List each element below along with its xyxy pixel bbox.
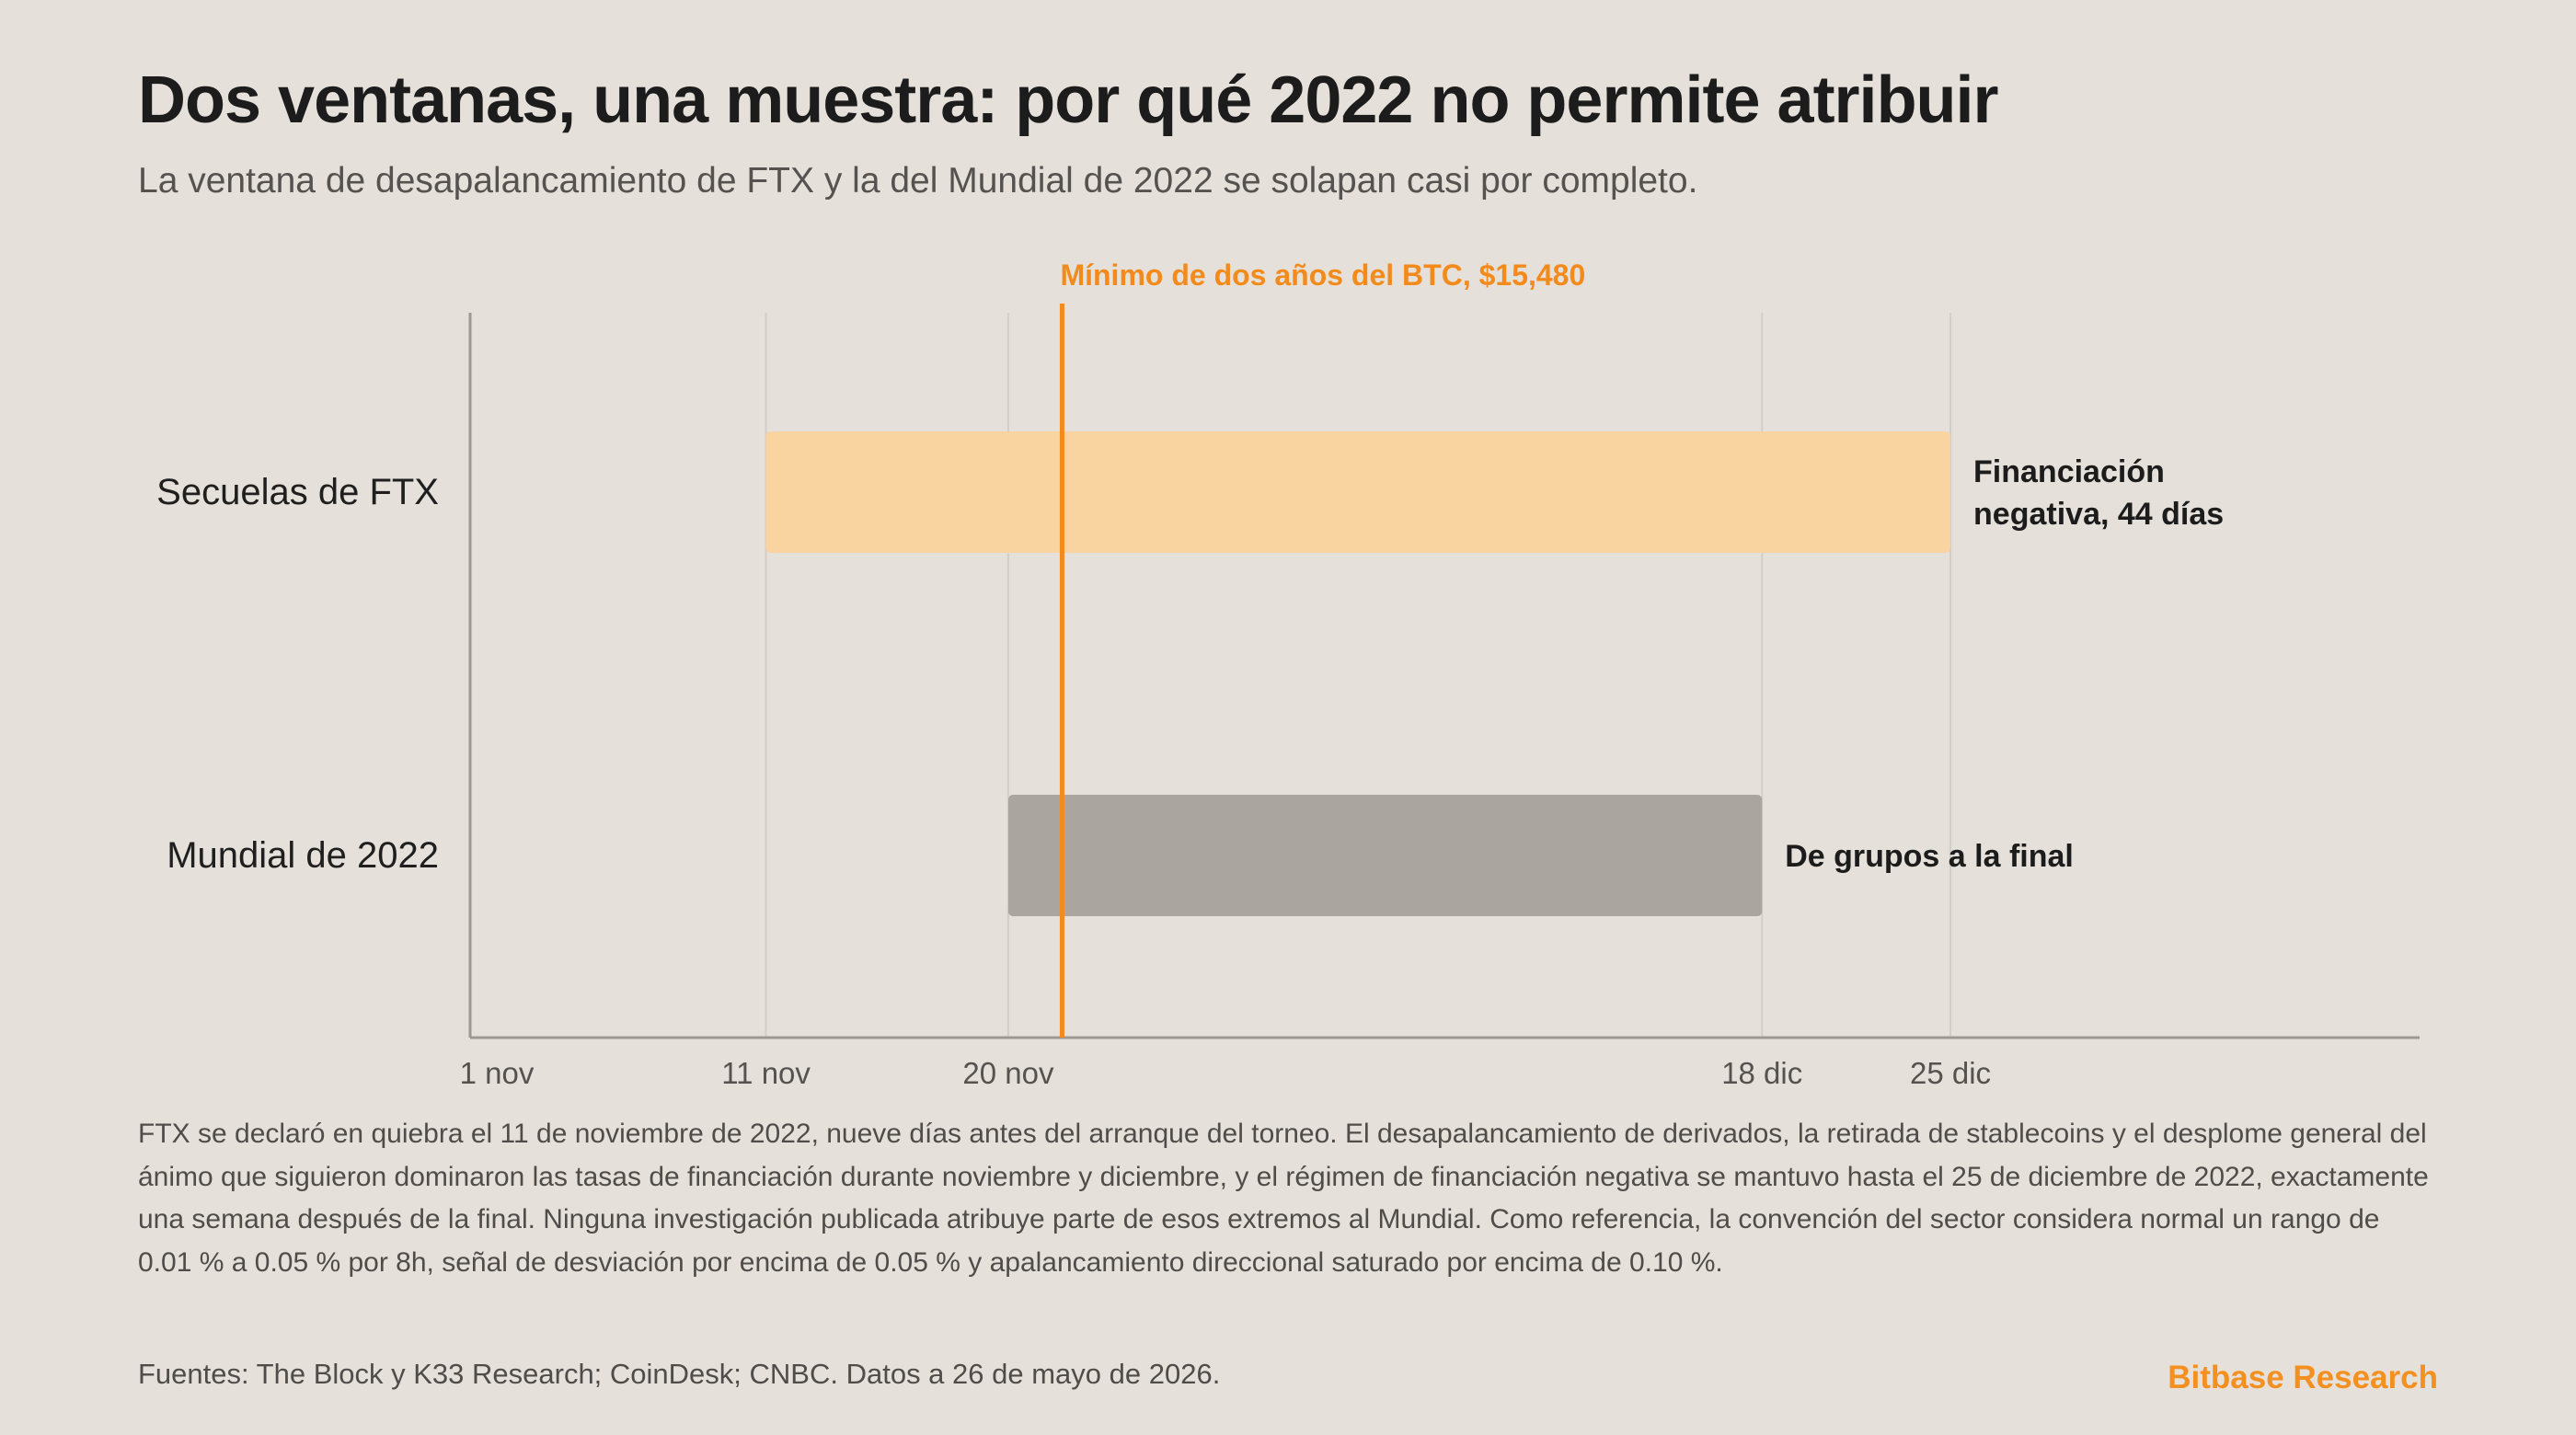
brand-logo-text: Bitbase Research <box>2168 1360 2438 1395</box>
timeline-chart: Mínimo de dos años del BTC, $15,480 1 no… <box>156 258 2420 1090</box>
footnote: FTX se declaró en quiebra el 11 de novie… <box>138 1119 2429 1278</box>
tick-label: 20 nov <box>962 1056 1054 1090</box>
bar-annotation: negativa, 44 días <box>1973 497 2224 532</box>
bars <box>765 431 1951 916</box>
chart-title: Dos ventanas, una muestra: por qué 2022 … <box>138 63 1999 137</box>
tick-label: 11 nov <box>721 1056 811 1090</box>
bar-annotation: Financiación <box>1973 454 2165 489</box>
axes <box>468 313 2420 1039</box>
bar-mundial <box>1007 795 1763 916</box>
chart-subtitle: La ventana de desapalancamiento de FTX y… <box>138 161 1698 201</box>
labels: 1 nov 11 nov 20 nov 18 dic 25 dic Secuelas de… <box>156 454 2224 1090</box>
tick-label: 18 dic <box>1721 1056 1802 1090</box>
marker: Mínimo de dos años del BTC, $15,480 <box>1059 258 1585 1038</box>
tick-label: 25 dic <box>1910 1056 1991 1090</box>
tick-label: 1 nov <box>460 1056 535 1090</box>
sources-line: Fuentes: The Block y K33 Research; CoinD… <box>138 1358 1221 1390</box>
bar-ftx <box>765 431 1951 553</box>
category-label: Mundial de 2022 <box>167 835 439 876</box>
bar-annotation: De grupos a la final <box>1785 839 2074 874</box>
category-label: Secuelas de FTX <box>156 472 439 512</box>
gridlines <box>765 313 1952 1038</box>
btc-low-marker-label: Mínimo de dos años del BTC, $15,480 <box>1060 258 1585 292</box>
